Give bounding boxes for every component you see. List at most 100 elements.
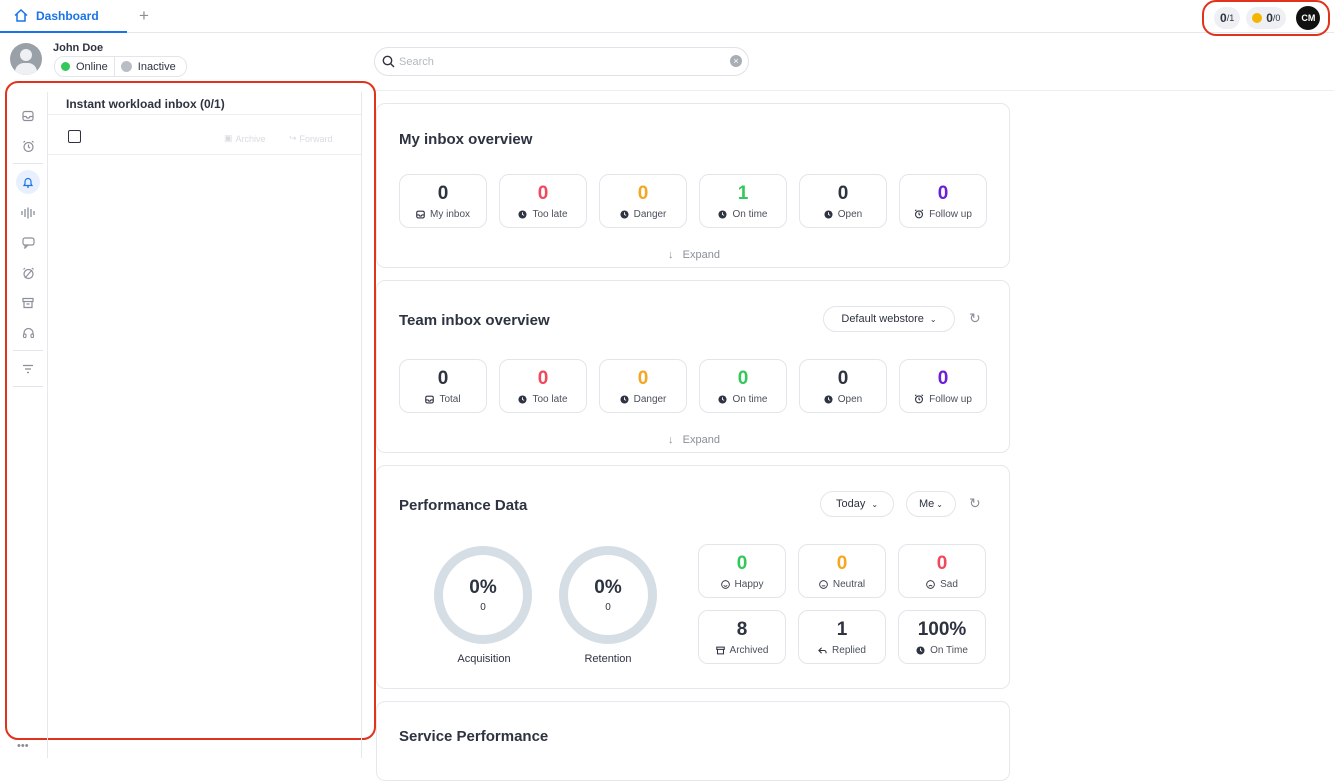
status-toggle[interactable]: Online Inactive (54, 56, 187, 77)
owner-dropdown[interactable]: Me ⌄ (906, 491, 956, 517)
select-all-checkbox[interactable] (68, 130, 81, 143)
ring-percent: 0% (469, 576, 497, 598)
inbox-toolbar: ▣ Archive ↪ Forward (48, 114, 361, 155)
stat-label: Follow up (914, 209, 972, 220)
stat-label: Follow up (914, 394, 972, 405)
archive-button[interactable]: ▣ Archive (224, 133, 266, 144)
card-title: Performance Data (399, 497, 528, 514)
stat-tile[interactable]: 0 Open (799, 359, 887, 413)
stat-label: My inbox (416, 209, 470, 220)
stat-value: 100% (917, 618, 967, 640)
stat-tile[interactable]: 0 Open (799, 174, 887, 228)
stat-value: 0 (637, 367, 649, 389)
stat-tile[interactable]: 0 Follow up (899, 174, 987, 228)
stat-tile[interactable]: 0 Danger (599, 174, 687, 228)
tab-dashboard[interactable]: Dashboard (0, 0, 127, 33)
stat-tile[interactable]: 0 Happy (698, 544, 786, 598)
my-inbox-stats: 0 My inbox 0 Too late 0 Danger 1 On time 0 Open 0 F… (399, 174, 987, 228)
stat-label-text: Too late (532, 393, 568, 405)
status-inactive[interactable]: Inactive (113, 57, 182, 76)
stat-tile[interactable]: 100% On Time (898, 610, 986, 664)
chat-icon[interactable] (16, 231, 40, 255)
tab-bar: Dashboard + 0/1 0/0 CM (0, 0, 1334, 36)
stat-value: 8 (736, 618, 748, 640)
chevron-down-icon: ⌄ (929, 314, 937, 324)
stat-label-text: Too late (532, 208, 568, 220)
neutral-face-icon (819, 579, 828, 589)
more-icon[interactable]: ••• (17, 740, 29, 752)
add-tab-button[interactable]: + (139, 6, 149, 25)
expand-label: Expand (682, 249, 720, 261)
stat-label-text: Danger (633, 208, 667, 220)
snooze-icon[interactable] (16, 261, 40, 285)
archive-icon[interactable] (16, 291, 40, 315)
stat-label-text: Total (439, 393, 461, 405)
stat-tile[interactable]: 8 Archived (698, 610, 786, 664)
status-online[interactable]: Online (55, 57, 114, 76)
stat-tile[interactable]: 1 Replied (798, 610, 886, 664)
refresh-icon[interactable]: ↻ (969, 310, 981, 326)
clock-icon (824, 394, 833, 404)
stat-tile[interactable]: 0 Danger (599, 359, 687, 413)
stat-tile[interactable]: 0 Sad (898, 544, 986, 598)
clear-search-icon[interactable]: × (730, 55, 742, 67)
instant-inbox-panel: Instant workload inbox (0/1) ▣ Archive ↪ F… (48, 92, 362, 758)
inactive-dot-icon (120, 61, 132, 72)
clock-icon (718, 394, 728, 404)
inbox-icon (416, 210, 425, 219)
stat-label: Danger (620, 394, 666, 405)
stat-tile[interactable]: 0 Too late (499, 174, 587, 228)
stat-tile[interactable]: 0 Neutral (798, 544, 886, 598)
coin-counter[interactable]: 0/0 (1246, 7, 1287, 29)
search-icon (382, 55, 395, 68)
clock-icon (620, 394, 629, 404)
inbox-panel-title: Instant workload inbox (0/1) (66, 97, 225, 111)
stat-tile[interactable]: 0 Follow up (899, 359, 987, 413)
stat-value: 0 (837, 182, 849, 204)
filter-icon[interactable] (16, 357, 40, 381)
smile-icon (720, 579, 730, 589)
stat-value: 0 (936, 552, 948, 574)
avatar[interactable] (10, 43, 42, 75)
search-bar: × (374, 47, 749, 76)
audio-wave-icon[interactable] (16, 201, 40, 225)
reply-icon (818, 646, 827, 655)
stat-tile[interactable]: 1 On time (699, 174, 787, 228)
stat-tile[interactable]: 0 My inbox (399, 174, 487, 228)
inbox-counter[interactable]: 0/1 (1214, 7, 1241, 29)
webstore-dropdown[interactable]: Default webstore ⌄ (823, 306, 955, 332)
bell-icon[interactable] (16, 170, 40, 194)
team-inbox-stats: 0 Total 0 Too late 0 Danger 0 On time 0 Open 0 Foll… (399, 359, 987, 413)
card-title: My inbox overview (399, 131, 533, 148)
support-icon[interactable] (16, 321, 40, 345)
dropdown-label: Default webstore (841, 313, 924, 325)
refresh-icon[interactable]: ↻ (969, 495, 981, 511)
card-title: Service Performance (399, 728, 549, 745)
stat-tile[interactable]: 0 Total (399, 359, 487, 413)
search-input[interactable] (399, 55, 719, 68)
stat-label-text: Open (837, 208, 863, 220)
forward-button[interactable]: ↪ Forward (289, 133, 333, 144)
ring-count: 0 (605, 601, 611, 613)
sad-face-icon (926, 579, 935, 589)
stat-value: 0 (736, 552, 748, 574)
online-dot-icon (61, 62, 70, 71)
period-dropdown[interactable]: Today ⌄ (820, 491, 894, 517)
cm-logo[interactable]: CM (1296, 6, 1321, 30)
stat-label-text: Replied (832, 644, 866, 656)
stat-label: Sad (926, 579, 958, 590)
clock-icon (718, 209, 728, 219)
stat-label: Too late (518, 208, 568, 220)
card-title: Team inbox overview (399, 312, 550, 329)
ring-label: Acquisition (457, 653, 511, 665)
expand-button[interactable]: ↓ Expand (668, 249, 720, 261)
clock-icon (824, 209, 833, 219)
inbox-icon[interactable] (16, 104, 40, 128)
stat-tile[interactable]: 0 Too late (499, 359, 587, 413)
stat-tile[interactable]: 0 On time (699, 359, 787, 413)
stat-value: 0 (937, 182, 949, 204)
alarm-icon[interactable] (16, 134, 40, 158)
tab-label: Dashboard (36, 8, 99, 23)
stat-label-text: Neutral (832, 578, 866, 590)
expand-button[interactable]: ↓ Expand (668, 434, 720, 446)
